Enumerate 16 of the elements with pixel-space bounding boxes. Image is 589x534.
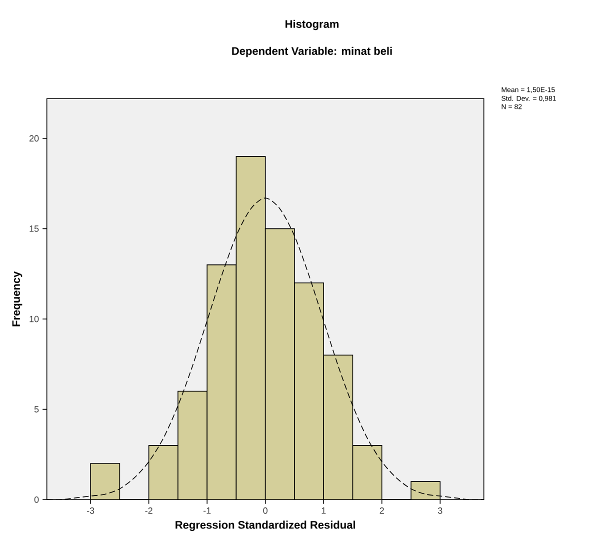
x-tick-label: -1	[203, 507, 211, 514]
y-tick-label: 20	[29, 135, 39, 142]
y-axis-title: Frequency	[12, 271, 22, 326]
x-tick-label: 1	[322, 507, 326, 514]
y-tick-label: 10	[30, 316, 39, 322]
x-tick-label: 2	[380, 507, 384, 514]
x-tick-label: -2	[145, 507, 152, 514]
x-tick-label: -3	[86, 507, 94, 514]
y-tick-label: 15	[30, 225, 39, 232]
chart-title: Histogram	[286, 20, 339, 30]
x-tick-label: 0	[263, 507, 268, 514]
chart-subtitle: Dependent Variable: minat beli	[232, 46, 392, 57]
x-axis-title: Regression Standardized Residual	[176, 520, 356, 531]
x-tick-label: 3	[438, 507, 442, 514]
y-tick-label: 0	[34, 496, 39, 503]
y-tick-label: 5	[34, 406, 39, 412]
